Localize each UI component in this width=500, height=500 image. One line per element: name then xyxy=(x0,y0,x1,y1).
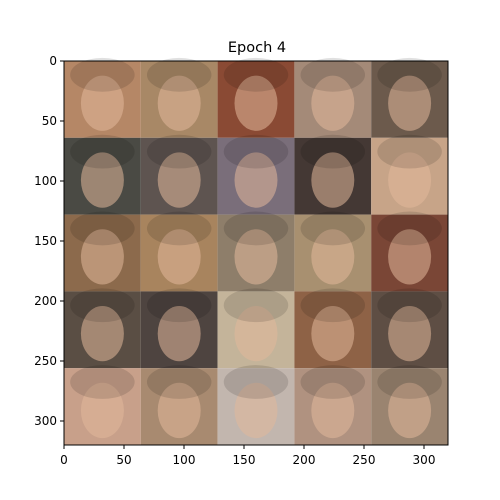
x-tick-label: 300 xyxy=(413,453,436,467)
x-tick-label: 100 xyxy=(173,453,196,467)
face-grid-image xyxy=(64,57,448,445)
face-tile xyxy=(64,365,141,445)
x-tick-label: 50 xyxy=(116,453,131,467)
y-tick-label: 150 xyxy=(34,234,57,248)
face-tile xyxy=(294,365,372,445)
y-tick-label: 300 xyxy=(34,414,57,428)
face-tile xyxy=(140,288,218,369)
face-tile xyxy=(371,211,448,292)
face-tile xyxy=(294,288,372,369)
face-tile xyxy=(217,134,295,215)
y-tick-label: 50 xyxy=(42,114,57,128)
face-tile xyxy=(294,57,372,138)
face-tile xyxy=(217,211,295,292)
axes-frame xyxy=(63,60,449,446)
face-tile xyxy=(371,288,448,369)
face-tile xyxy=(64,288,141,369)
face-tile xyxy=(371,57,448,138)
face-tile xyxy=(294,211,372,292)
face-tile xyxy=(217,57,295,138)
y-tick-label: 0 xyxy=(49,54,57,68)
plot-title: Epoch 4 xyxy=(228,40,286,56)
y-tick-label: 100 xyxy=(34,174,57,188)
face-tile xyxy=(64,57,141,138)
x-axis: 0 50 100 150 200 250 300 xyxy=(60,445,435,467)
face-tile xyxy=(371,365,448,445)
y-tick-label: 200 xyxy=(34,294,57,308)
face-tile xyxy=(294,134,372,215)
face-tile xyxy=(217,365,295,445)
y-tick-label: 250 xyxy=(34,354,57,368)
face-tile xyxy=(64,134,141,215)
face-tile xyxy=(140,57,218,138)
x-tick-label: 0 xyxy=(60,453,68,467)
face-tile xyxy=(64,211,141,292)
face-tile xyxy=(140,134,218,215)
x-tick-label: 250 xyxy=(353,453,376,467)
face-tile xyxy=(371,134,448,215)
x-tick-label: 150 xyxy=(233,453,256,467)
face-tile xyxy=(140,365,218,445)
x-tick-label: 200 xyxy=(293,453,316,467)
y-axis: 0 50 100 150 200 250 300 xyxy=(34,54,64,428)
face-tile xyxy=(140,211,218,292)
face-tile xyxy=(217,288,295,369)
